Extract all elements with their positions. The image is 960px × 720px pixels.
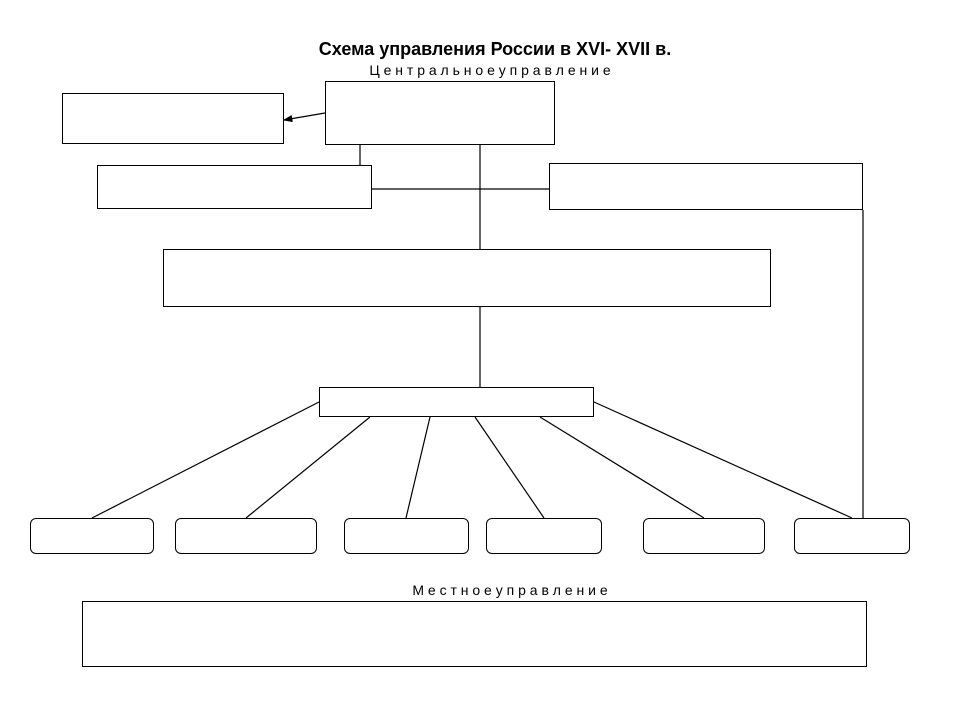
subtitle-local: М е с т н о е у п р а в л е н и е [330, 582, 690, 598]
box-leaf3 [344, 518, 469, 554]
diagram-title: Схема управления России в XVI- XVII в. [245, 39, 745, 60]
box-b3_wide [163, 249, 771, 307]
box-b4_mid [319, 387, 594, 417]
box-b2_right [549, 163, 863, 210]
box-leaf5 [643, 518, 765, 554]
box-leaf6 [794, 518, 910, 554]
box-bottom [82, 601, 867, 667]
subtitle-central: Ц е н т р а л ь н о е у п р а в л е н и … [265, 62, 715, 78]
connector-9 [406, 417, 430, 518]
connector-0 [284, 113, 325, 120]
box-b2_left [97, 165, 372, 209]
box-b1_center [325, 81, 555, 145]
connector-8 [246, 417, 370, 518]
box-leaf4 [486, 518, 602, 554]
connector-7 [92, 402, 319, 518]
connector-10 [475, 417, 544, 518]
box-leaf2 [175, 518, 317, 554]
connector-11 [540, 417, 704, 518]
box-leaf1 [30, 518, 154, 554]
box-b1_left [62, 93, 284, 144]
connector-12 [594, 402, 852, 518]
